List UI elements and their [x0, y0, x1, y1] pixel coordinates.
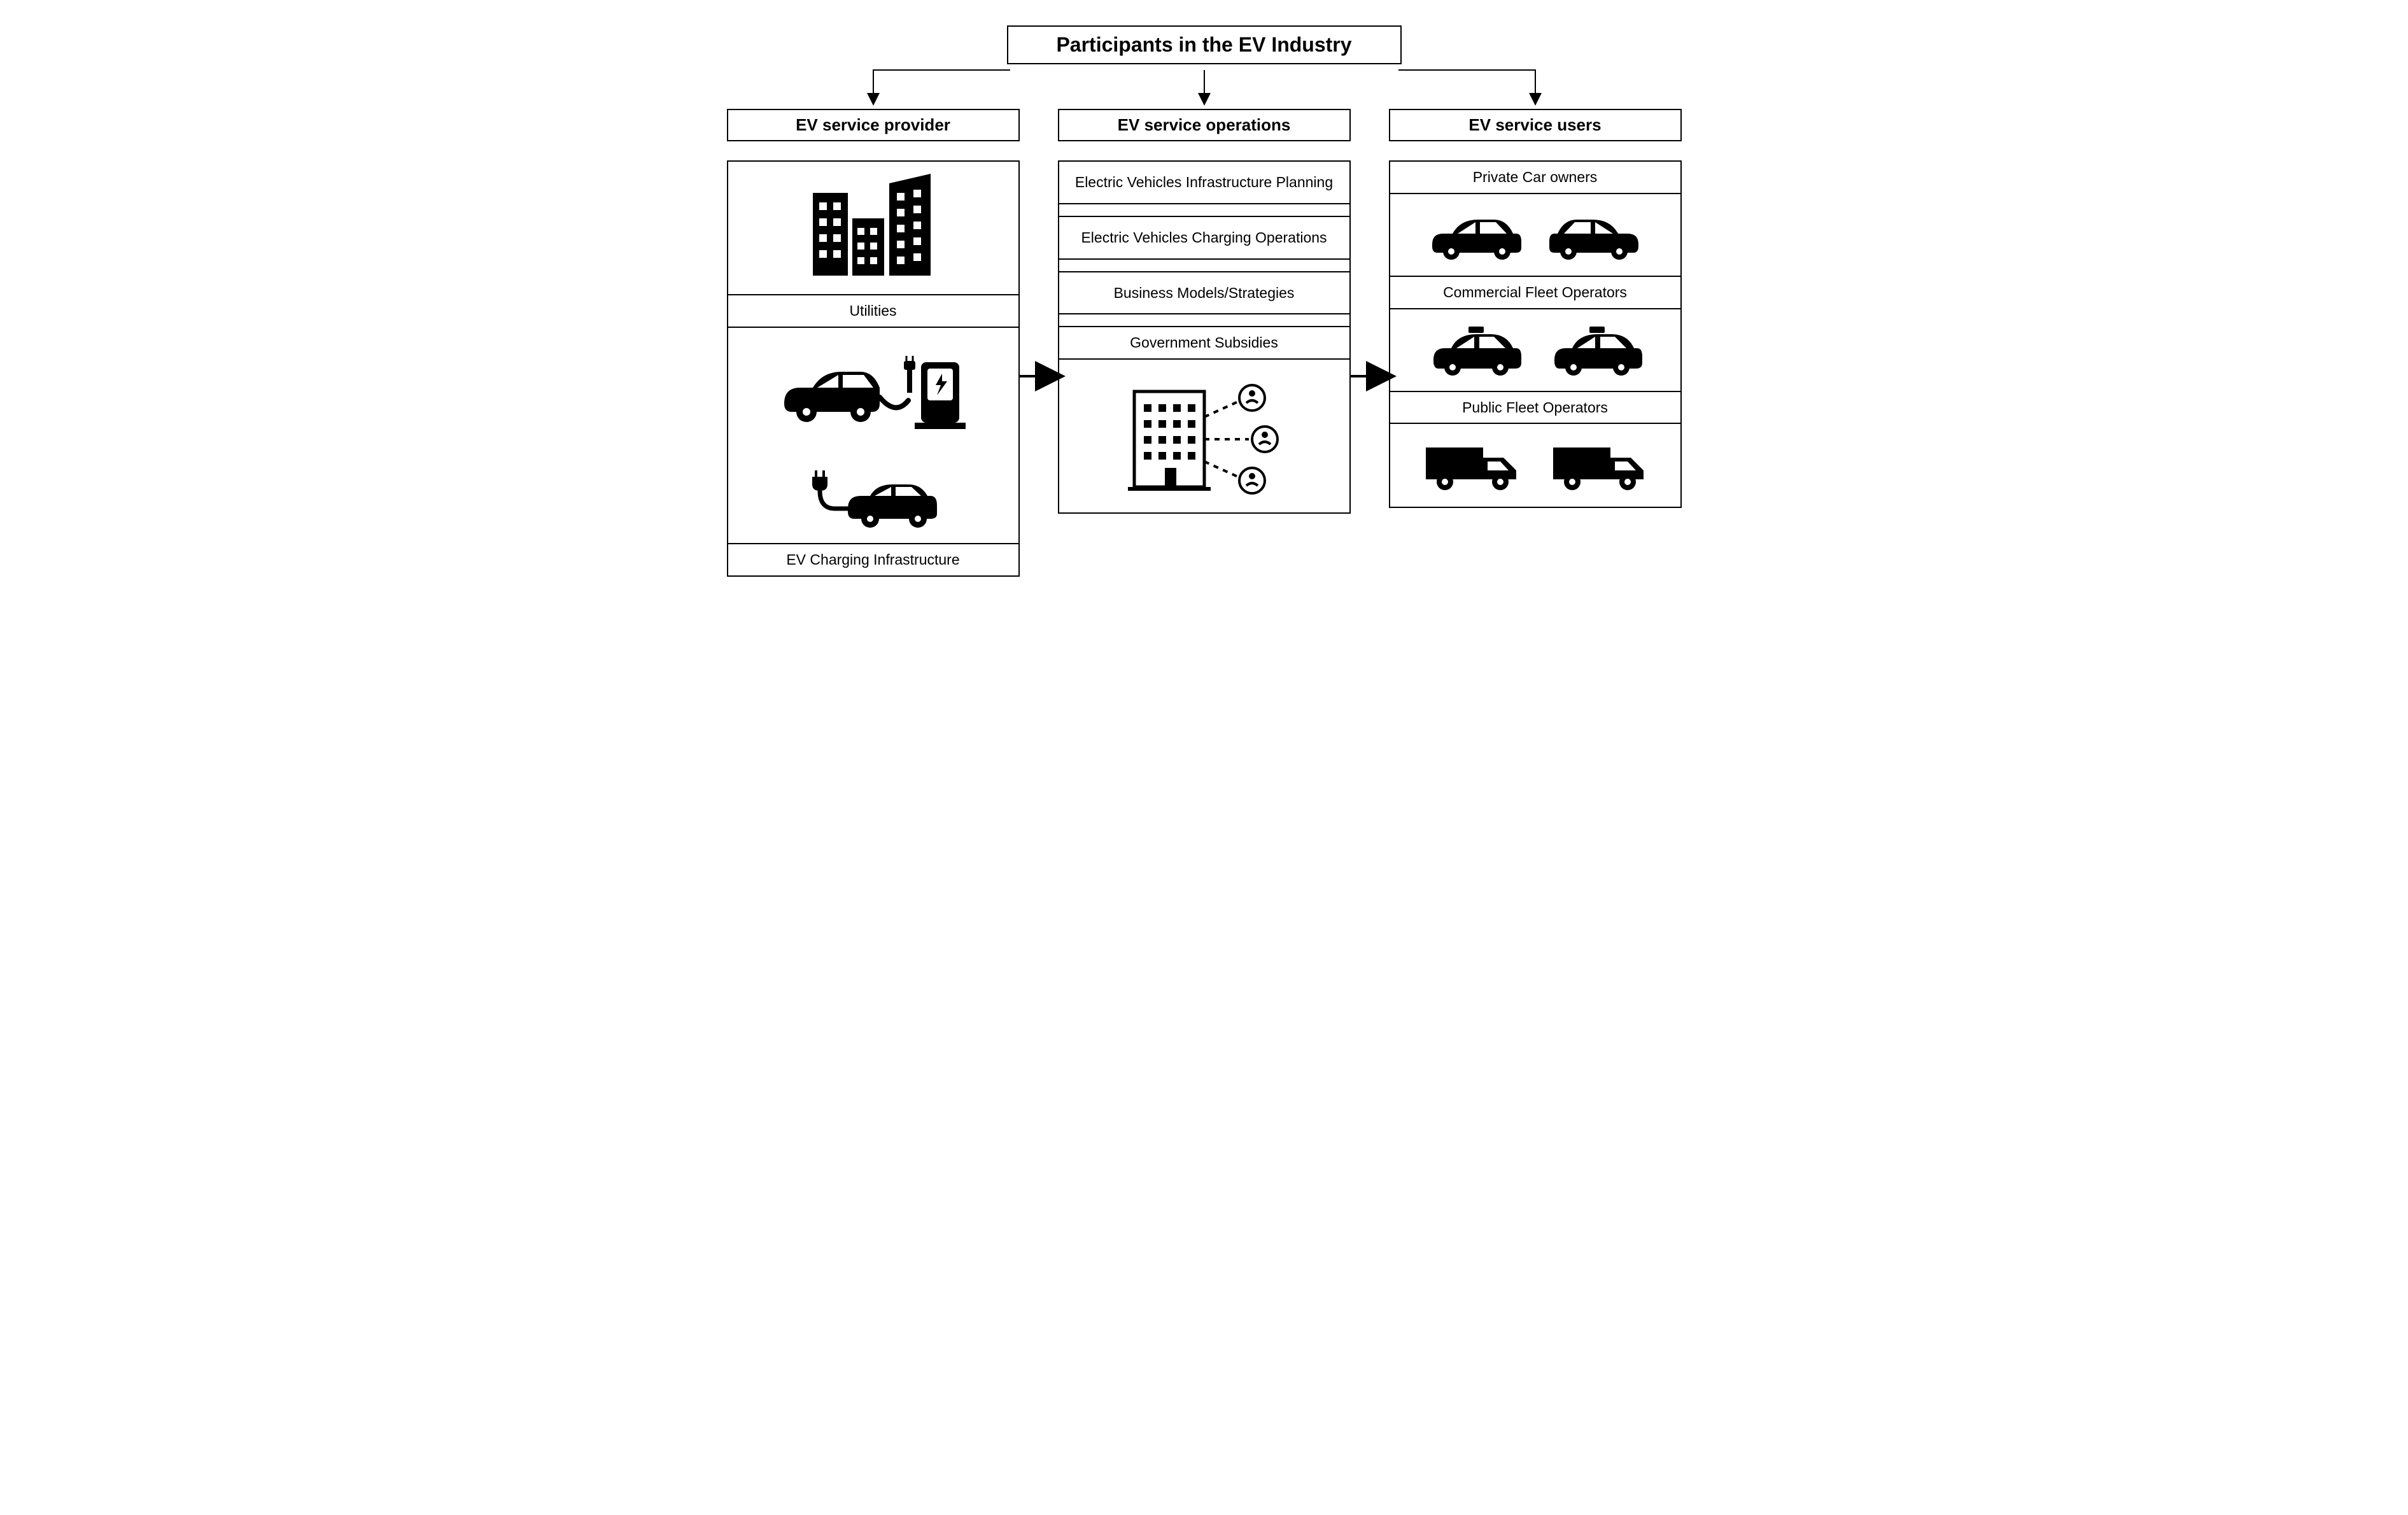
car-charger-icon — [778, 343, 969, 439]
trucks-icon-cell — [1390, 424, 1680, 507]
provider-header-text: EV service provider — [796, 115, 950, 134]
operations-header: EV service operations — [1058, 109, 1351, 141]
taxi-icon — [1427, 323, 1523, 377]
columns-container: EV service provider — [727, 109, 1682, 577]
private-owners-cell: Private Car owners — [1390, 162, 1680, 194]
commercial-cars-icon-cell — [1390, 309, 1680, 392]
planning-cell: Electric Vehicles Infrastructure Plannin… — [1059, 162, 1349, 204]
provider-header: EV service provider — [727, 109, 1020, 141]
subsidies-cell: Government Subsidies — [1059, 327, 1349, 360]
users-header-text: EV service users — [1468, 115, 1601, 134]
public-fleet-cell: Public Fleet Operators — [1390, 392, 1680, 425]
column-operations: EV service operations Electric Vehicles … — [1058, 109, 1351, 577]
spacer — [1059, 260, 1349, 272]
business-cell: Business Models/Strategies — [1059, 272, 1349, 315]
column-users: EV service users Private Car owners — [1389, 109, 1682, 577]
spacer — [1059, 314, 1349, 327]
operations-panel: Electric Vehicles Infrastructure Plannin… — [1058, 160, 1351, 514]
charging-icon-cell — [728, 328, 1018, 544]
buildings-icon — [806, 174, 940, 282]
utilities-label: Utilities — [728, 295, 1018, 328]
commercial-fleet-cell: Commercial Fleet Operators — [1390, 277, 1680, 309]
column-provider: EV service provider — [727, 109, 1020, 577]
users-panel: Private Car owners — [1389, 160, 1682, 508]
car-icon — [1548, 209, 1644, 260]
users-header: EV service users — [1389, 109, 1682, 141]
truck-icon — [1548, 439, 1650, 493]
private-cars-icon-cell — [1390, 194, 1680, 277]
taxi-icon — [1548, 323, 1644, 377]
operations-header-text: EV service operations — [1118, 115, 1291, 134]
provider-panel: Utilities — [727, 160, 1020, 577]
truck-icon — [1421, 439, 1523, 493]
charging-ops-cell: Electric Vehicles Charging Operations — [1059, 217, 1349, 260]
plug-car-icon — [803, 458, 943, 528]
car-icon — [1427, 209, 1523, 260]
charging-infra-label: EV Charging Infrastructure — [728, 544, 1018, 575]
building-people-icon — [1115, 372, 1293, 500]
diagram-title: Participants in the EV Industry — [1007, 25, 1402, 64]
ev-industry-diagram: Participants in the EV Industry EV servi… — [727, 25, 1682, 577]
title-text: Participants in the EV Industry — [1056, 33, 1351, 56]
gov-icon-cell — [1059, 360, 1349, 512]
buildings-icon-cell — [728, 162, 1018, 295]
spacer — [1059, 204, 1349, 217]
